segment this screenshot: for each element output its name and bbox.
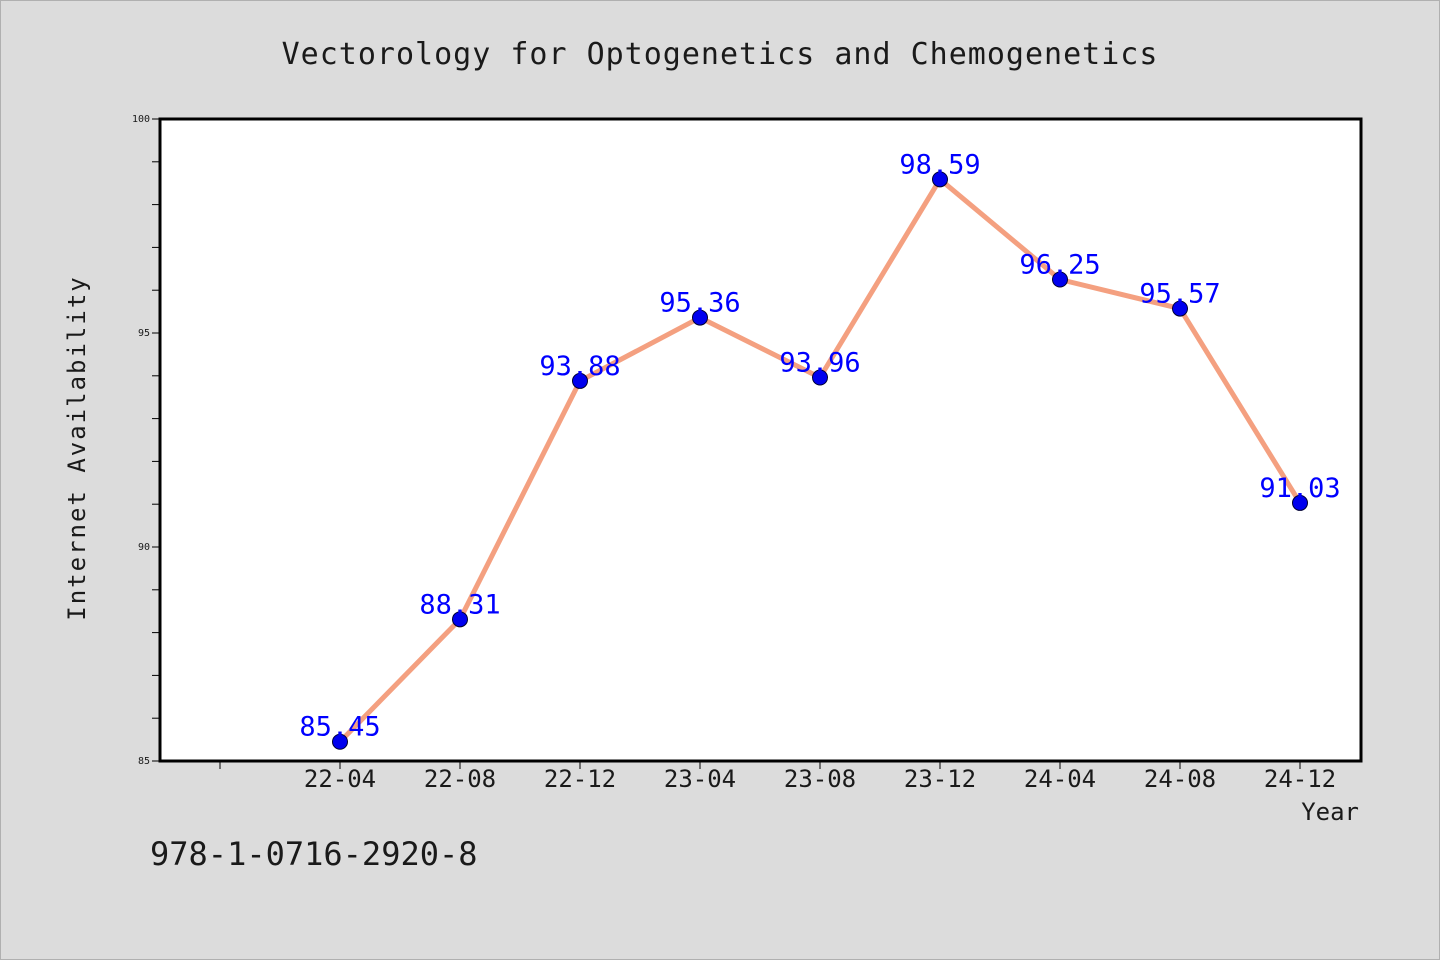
x-tick-label: 23-04	[664, 765, 736, 793]
x-tick-label: 23-08	[784, 765, 856, 793]
data-point	[1172, 300, 1188, 317]
data-point	[932, 171, 948, 188]
data-point	[452, 611, 468, 628]
data-label: 96.25	[1019, 250, 1100, 281]
x-tick-label: 22-08	[424, 765, 496, 793]
data-point	[1292, 494, 1308, 511]
y-tick-label: 100	[132, 114, 150, 125]
x-axis-title: Year	[1301, 798, 1359, 826]
plot-area	[158, 117, 1363, 763]
data-label: 88.31	[419, 589, 500, 620]
data-label: 95.57	[1139, 279, 1220, 310]
data-label: 98.59	[899, 149, 980, 180]
footer-isbn: 978-1-0716-2920-8	[150, 835, 478, 873]
data-point	[692, 309, 708, 326]
series-markers	[332, 171, 1308, 750]
data-point	[812, 369, 828, 386]
x-tick-label: 22-04	[304, 765, 376, 793]
y-axis: 85 90 95 100	[132, 114, 159, 767]
x-tick-label: 24-08	[1144, 765, 1216, 793]
data-label: 85.45	[299, 712, 380, 743]
y-tick-label: 95	[138, 328, 150, 339]
x-tick-label: 24-04	[1024, 765, 1096, 793]
x-axis: 22-04 22-08 22-12 23-04 23-08 23-12 24-04 24-08…	[219, 761, 1336, 793]
data-label: 93.88	[539, 351, 620, 382]
data-point	[332, 733, 348, 750]
data-label: 91.03	[1259, 473, 1340, 504]
y-axis-title: Internet Availability	[63, 275, 91, 620]
data-point	[572, 372, 588, 389]
data-labels: 85.45 88.31 93.88 95.36 93.96 98.59 96.25 95.57…	[299, 149, 1340, 742]
data-label: 95.36	[659, 288, 740, 319]
x-tick-label: 23-12	[904, 765, 976, 793]
x-tick-label: 24-12	[1264, 765, 1336, 793]
x-tick-label: 22-12	[544, 765, 616, 793]
y-tick-label: 85	[138, 756, 150, 767]
chart-title: Vectorology for Optogenetics and Chemoge…	[282, 37, 1159, 72]
data-point	[1052, 271, 1068, 288]
y-tick-label: 90	[138, 542, 150, 553]
data-label: 93.96	[779, 348, 860, 379]
